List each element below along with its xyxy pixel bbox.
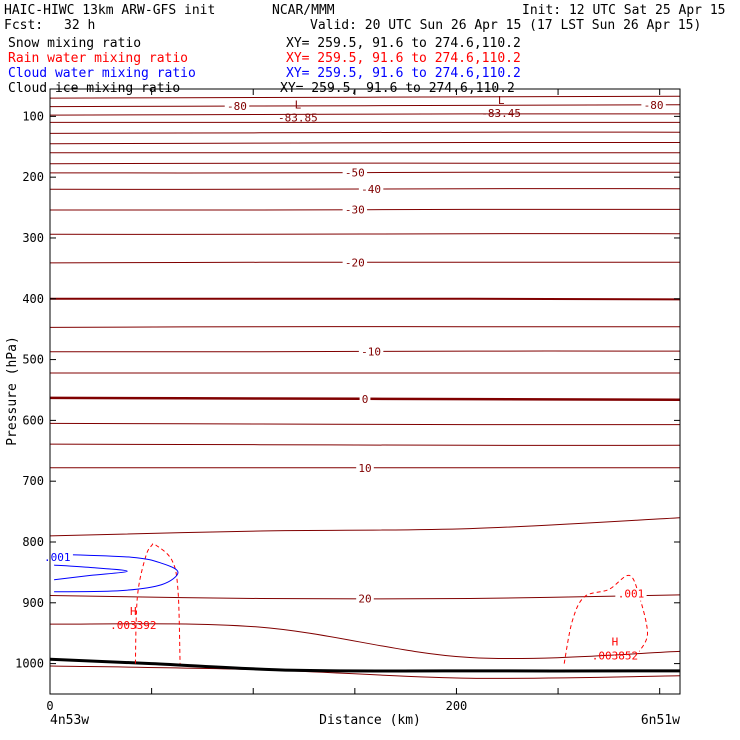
isotherm-label-bg xyxy=(641,99,666,112)
low-center-marker: L xyxy=(498,94,505,107)
rain-contour xyxy=(134,543,181,664)
y-tick-label: 500 xyxy=(22,353,44,367)
isotherm-label: 0 xyxy=(362,393,369,406)
rain-contour-label: .001 xyxy=(618,588,645,601)
y-tick-label: 800 xyxy=(22,535,44,549)
isotherm-label-bg xyxy=(358,346,384,359)
isotherm-label: -80 xyxy=(227,100,247,113)
isotherm-line xyxy=(49,422,681,426)
y-tick-label: 1000 xyxy=(15,657,44,671)
cloud-water-label-bg xyxy=(41,552,73,565)
isotherm-line xyxy=(49,517,681,537)
field-snow-xy: XY= 259.5, 91.6 to 274.6,110.2 xyxy=(286,36,521,51)
plot-layer: -80 -80-50-40-30-20-1001020L-83.85L-83.45… xyxy=(41,94,681,679)
isotherm-label: -20 xyxy=(345,256,365,269)
rain-max-marker: H xyxy=(612,635,619,648)
y-axis-label: Pressure (hPa) xyxy=(5,336,20,446)
terrain-line xyxy=(49,657,681,673)
organization: NCAR/MMM xyxy=(272,3,335,18)
left-endpoint: 4n53w xyxy=(50,713,89,728)
isotherm-label: -30 xyxy=(345,204,365,217)
forecast-label: Fcst: xyxy=(4,18,44,33)
isotherm-label: -40 xyxy=(361,183,381,196)
forecast-hour: 32 h xyxy=(64,18,96,33)
rain-max-marker: H xyxy=(130,605,137,618)
isotherm-label-bg xyxy=(359,393,371,406)
isotherm-label-bg xyxy=(342,257,368,270)
low-center-value: -83.45 xyxy=(481,107,521,120)
field-cloudwater-name: Cloud water mixing ratio xyxy=(8,66,196,81)
isotherm-label: -80 xyxy=(644,99,664,112)
rain-max-value: .003392 xyxy=(110,619,156,632)
y-tick-label: 700 xyxy=(22,474,44,488)
isotherm-label: -50 xyxy=(345,167,365,180)
isotherm-label: -10 xyxy=(361,345,381,358)
isotherm-line xyxy=(49,131,681,134)
x-axis-label: Distance (km) xyxy=(319,713,421,728)
field-rain-xy: XY= 259.5, 91.6 to 274.6,110.2 xyxy=(286,51,521,66)
rain-max-value: .003852 xyxy=(592,649,638,662)
isotherm-line xyxy=(49,623,681,660)
x-tick-label: 200 xyxy=(446,699,468,713)
y-tick-label: 900 xyxy=(22,596,44,610)
right-endpoint: 6n51w xyxy=(641,713,680,728)
isotherm-label-bg xyxy=(342,204,368,217)
x-tick-label: 0 xyxy=(46,699,53,713)
isotherm-line xyxy=(49,297,681,301)
low-center-value: -83.85 xyxy=(278,111,318,124)
isotherm-label-bg xyxy=(358,184,384,197)
isotherm-line xyxy=(49,233,681,235)
isotherm-line xyxy=(49,141,681,145)
plot-frame xyxy=(49,88,681,695)
isotherm-line xyxy=(49,443,681,446)
isotherm-line xyxy=(49,665,681,679)
low-center-marker: L xyxy=(295,98,302,111)
isotherm-label-bg xyxy=(342,167,368,180)
field-snow-name: Snow mixing ratio xyxy=(8,36,142,51)
y-tick-label: 200 xyxy=(22,170,44,184)
isotherm-label-bg xyxy=(224,101,250,114)
isotherm-label: 20 xyxy=(358,593,371,606)
cloud-water-contour xyxy=(54,553,179,593)
isotherm-line xyxy=(49,326,680,328)
y-tick-label: 300 xyxy=(22,231,44,245)
valid-time: Valid: 20 UTC Sun 26 Apr 15 (17 LST Sun … xyxy=(310,18,702,33)
isotherm-label: 10 xyxy=(358,462,371,475)
field-cloudwater-xy: XY= 259.5, 91.6 to 274.6,110.2 xyxy=(286,66,521,81)
model-title: HAIC-HIWC 13km ARW-GFS init xyxy=(4,3,216,18)
isotherm-line xyxy=(49,95,681,99)
isotherm-label-bg xyxy=(356,462,374,475)
isotherm-line xyxy=(49,113,681,116)
rain-contour-label-bg xyxy=(615,588,647,601)
y-tick-label: 600 xyxy=(22,413,44,427)
isotherm-line xyxy=(49,104,681,108)
field-rain-name: Rain water mixing ratio xyxy=(8,51,189,66)
init-time: Init: 12 UTC Sat 25 Apr 15 xyxy=(522,3,726,18)
cloud-water-label: .001 xyxy=(44,551,71,564)
cloud-water-contour xyxy=(54,564,128,581)
y-tick-label: 100 xyxy=(22,109,44,123)
isotherm-line xyxy=(49,162,680,165)
y-tick-label: 400 xyxy=(22,292,44,306)
isotherm-label-bg xyxy=(356,593,374,606)
